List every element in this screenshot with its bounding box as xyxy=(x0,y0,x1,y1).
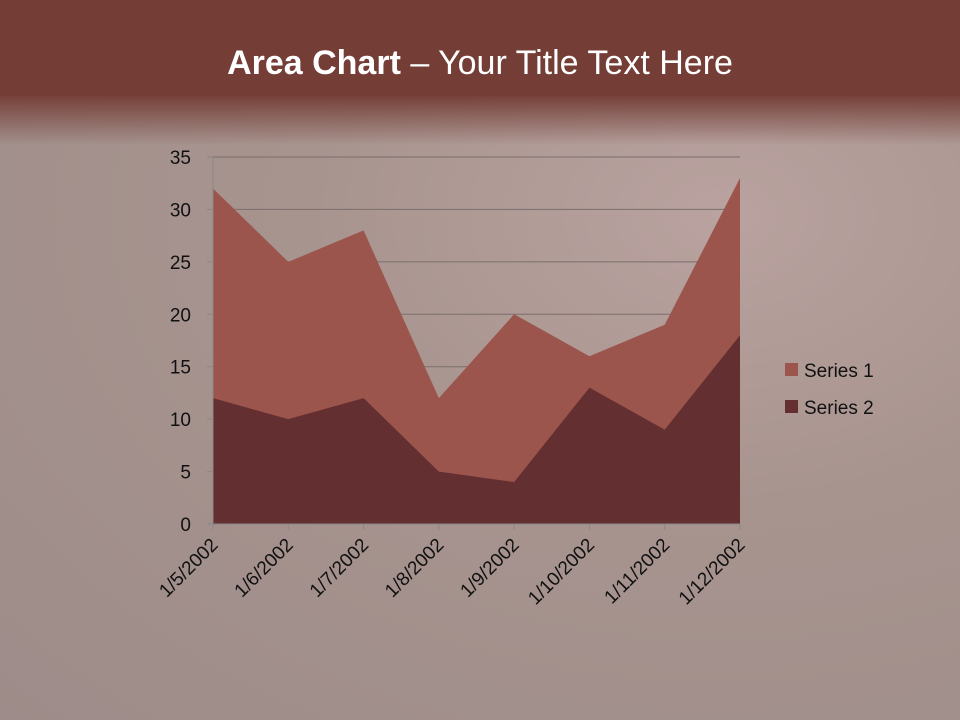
x-tick-label: 1/5/2002 xyxy=(155,535,222,602)
area-series-2 xyxy=(213,335,740,524)
y-tick-label: 15 xyxy=(170,358,191,379)
title-bold: Area Chart xyxy=(227,44,401,82)
x-tick-label: 1/11/2002 xyxy=(601,535,675,609)
x-tick-label: 1/9/2002 xyxy=(457,535,524,602)
y-tick-label: 0 xyxy=(180,515,191,536)
x-tick-label: 1/6/2002 xyxy=(231,535,298,602)
y-tick-label: 5 xyxy=(180,463,191,484)
legend-swatch-1 xyxy=(785,363,798,376)
x-tick-label: 1/12/2002 xyxy=(675,535,750,610)
legend-swatch-2 xyxy=(785,400,798,413)
legend-label-1: Series 1 xyxy=(804,361,874,382)
title-rest: – Your Title Text Here xyxy=(400,44,733,82)
x-tick-label: 1/10/2002 xyxy=(524,535,599,610)
y-tick-label: 25 xyxy=(170,253,191,274)
header-band xyxy=(0,0,960,145)
y-tick-label: 35 xyxy=(170,148,191,169)
x-tick-label: 1/7/2002 xyxy=(306,535,373,602)
slide-title: Area Chart – Your Title Text Here xyxy=(0,44,960,83)
y-tick-label: 20 xyxy=(170,305,191,326)
legend-label-2: Series 2 xyxy=(804,398,874,419)
x-tick-label: 1/8/2002 xyxy=(381,535,448,602)
y-tick-label: 10 xyxy=(170,410,191,431)
y-tick-label: 30 xyxy=(170,200,191,221)
